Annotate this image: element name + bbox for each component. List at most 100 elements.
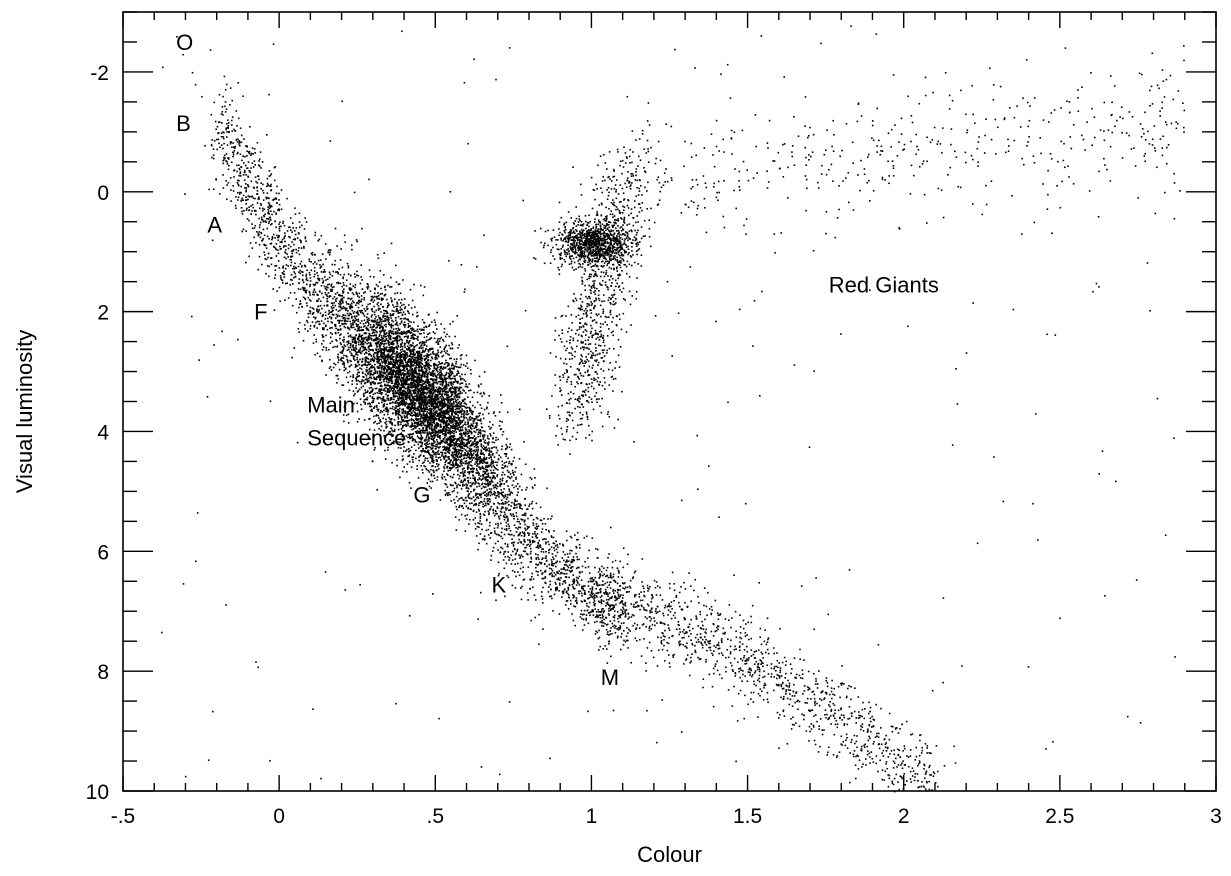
data-point	[303, 245, 305, 248]
data-point	[356, 302, 358, 304]
data-point	[394, 424, 396, 427]
data-point	[578, 566, 580, 569]
data-point	[432, 403, 434, 406]
data-point	[837, 709, 840, 712]
data-point	[451, 451, 454, 453]
data-point	[499, 428, 502, 431]
data-point	[374, 329, 376, 332]
data-point	[395, 340, 398, 343]
data-point	[322, 263, 324, 266]
data-point	[576, 601, 578, 604]
data-point	[394, 382, 397, 384]
data-point	[852, 753, 855, 755]
data-point	[312, 308, 315, 310]
data-point	[324, 311, 327, 314]
data-point	[548, 531, 550, 533]
data-point	[420, 396, 422, 398]
data-point	[887, 756, 890, 758]
data-point	[606, 623, 609, 626]
data-point	[554, 545, 557, 547]
data-point	[433, 319, 436, 321]
data-point	[336, 340, 338, 342]
data-point	[503, 533, 506, 536]
data-point	[872, 743, 875, 745]
data-point	[442, 446, 444, 448]
data-point	[415, 376, 418, 379]
data-point	[495, 468, 498, 470]
data-point	[343, 336, 345, 339]
data-point	[402, 385, 405, 387]
data-point	[478, 542, 480, 545]
data-point	[502, 515, 505, 517]
data-point	[475, 468, 478, 470]
data-point	[542, 557, 544, 559]
data-point	[468, 429, 471, 431]
data-point	[514, 587, 517, 589]
data-point	[391, 332, 393, 335]
data-point	[409, 332, 412, 335]
data-point	[349, 312, 351, 315]
data-point	[407, 364, 409, 366]
data-point	[425, 387, 427, 390]
data-point	[541, 572, 544, 574]
data-point	[395, 328, 397, 330]
data-point	[902, 750, 904, 752]
data-point	[685, 659, 687, 661]
data-point	[464, 474, 466, 477]
data-point	[437, 370, 439, 373]
data-point	[918, 762, 920, 765]
data-point	[375, 322, 378, 325]
data-point	[574, 600, 577, 602]
data-point	[591, 587, 594, 589]
data-point	[600, 602, 603, 605]
data-point	[610, 577, 613, 579]
data-point	[357, 369, 359, 371]
data-point	[558, 582, 561, 585]
data-point	[436, 367, 438, 370]
data-point	[485, 449, 487, 451]
data-point	[797, 699, 799, 702]
data-point	[407, 422, 409, 425]
data-point	[648, 588, 650, 590]
data-point	[385, 420, 388, 423]
data-point	[464, 402, 466, 404]
data-point	[401, 395, 403, 397]
data-point	[356, 354, 359, 356]
data-point	[619, 560, 621, 563]
data-point	[412, 399, 414, 402]
data-point	[366, 307, 369, 310]
data-point	[519, 557, 521, 559]
data-point	[350, 325, 352, 327]
data-point	[338, 368, 341, 371]
data-point	[389, 418, 391, 420]
data-point	[378, 294, 380, 297]
data-point	[286, 197, 288, 200]
data-point	[278, 286, 281, 289]
data-point	[450, 370, 453, 373]
data-point	[563, 573, 566, 575]
data-point	[431, 351, 434, 354]
data-point	[242, 95, 244, 97]
data-point	[476, 453, 479, 455]
data-point	[566, 347, 568, 350]
data-point	[589, 580, 592, 583]
data-point	[488, 450, 490, 452]
data-point	[391, 461, 393, 464]
data-point	[432, 430, 434, 433]
data-point	[270, 210, 272, 212]
data-point	[523, 578, 526, 581]
data-point	[320, 265, 323, 268]
data-point	[383, 413, 386, 416]
data-point	[439, 396, 442, 398]
data-point	[430, 399, 432, 401]
data-point	[294, 272, 296, 275]
data-point	[276, 290, 278, 292]
data-point	[377, 340, 380, 343]
data-point	[546, 565, 548, 568]
data-point	[399, 423, 402, 426]
data-point	[490, 505, 493, 508]
data-point	[426, 414, 428, 416]
data-point	[459, 484, 461, 487]
data-point	[258, 158, 261, 161]
data-point	[266, 235, 269, 238]
